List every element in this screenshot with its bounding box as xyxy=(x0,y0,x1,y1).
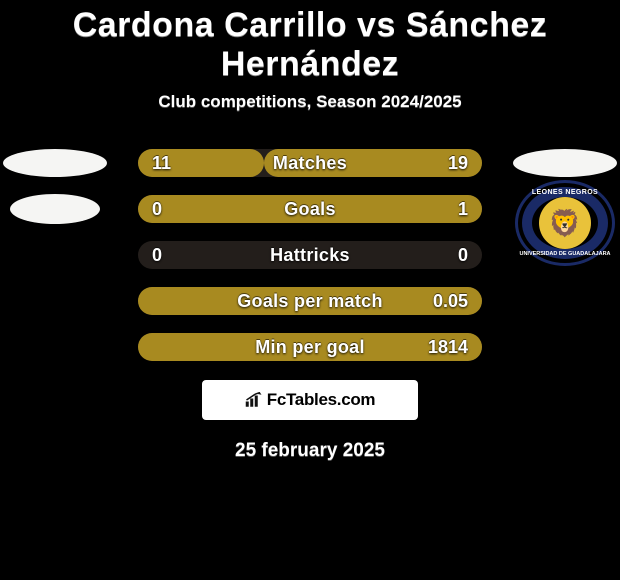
stat-row-min-per-goal: 1814 Min per goal xyxy=(0,324,620,370)
bar-chart-icon xyxy=(245,392,263,408)
comparison-infographic: Cardona Carrillo vs Sánchez Hernández Cl… xyxy=(0,0,620,580)
left-team-badge-placeholder xyxy=(3,149,107,177)
brand-box: FcTables.com xyxy=(202,380,418,420)
stat-label: Min per goal xyxy=(138,333,482,361)
stat-label: Goals per match xyxy=(138,287,482,315)
page-title: Cardona Carrillo vs Sánchez Hernández xyxy=(0,6,620,84)
brand-text: FcTables.com xyxy=(267,390,376,410)
stat-bar: 1814 Min per goal xyxy=(138,333,482,361)
stat-label: Hattricks xyxy=(138,241,482,269)
stat-label: Goals xyxy=(138,195,482,223)
date-text: 25 february 2025 xyxy=(0,440,620,462)
right-team-badge-placeholder xyxy=(513,149,617,177)
stat-label: Matches xyxy=(138,149,482,177)
stat-bar: 11 19 Matches xyxy=(138,149,482,177)
stat-row-goals: 0 1 Goals LEONES NEGROS 🦁 UNIVERSIDAD DE… xyxy=(0,186,620,232)
left-badge-slot xyxy=(0,186,110,232)
crest-top-text: LEONES NEGROS xyxy=(518,189,612,196)
subtitle: Club competitions, Season 2024/2025 xyxy=(0,92,620,112)
stat-bar: 0.05 Goals per match xyxy=(138,287,482,315)
stat-bar: 0 1 Goals xyxy=(138,195,482,223)
stat-row-hattricks: 0 0 Hattricks xyxy=(0,232,620,278)
left-badge-slot xyxy=(0,140,110,186)
left-team-badge-placeholder xyxy=(10,194,100,224)
stat-row-goals-per-match: 0.05 Goals per match xyxy=(0,278,620,324)
stat-bar: 0 0 Hattricks xyxy=(138,241,482,269)
lion-icon: 🦁 xyxy=(539,197,591,249)
